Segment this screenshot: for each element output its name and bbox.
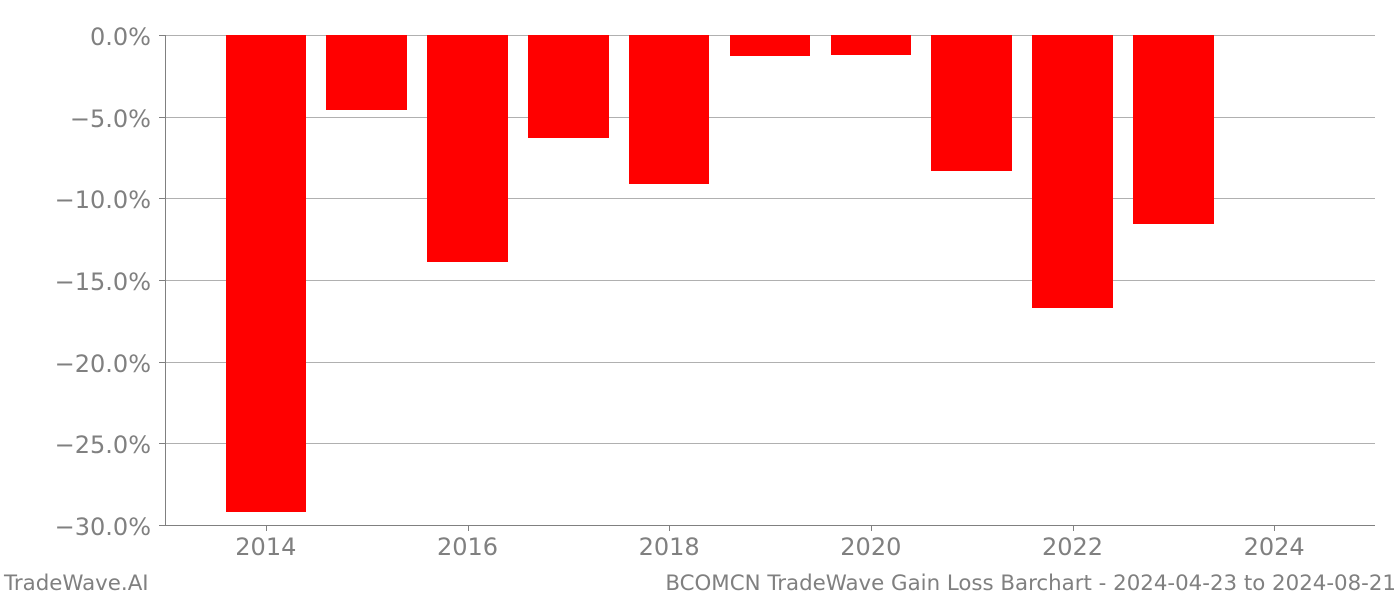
x-tick-label: 2014 <box>226 533 306 561</box>
x-tick-mark <box>1274 525 1275 531</box>
x-tick-label: 2022 <box>1033 533 1113 561</box>
footer-right-label: BCOMCN TradeWave Gain Loss Barchart - 20… <box>665 571 1396 596</box>
chart-container: 0.0%−5.0%−10.0%−15.0%−20.0%−25.0%−30.0% … <box>0 0 1400 600</box>
x-tick-mark <box>871 525 872 531</box>
bar <box>1032 35 1113 308</box>
y-axis-line <box>165 35 166 525</box>
bar <box>226 35 307 512</box>
bar <box>831 35 912 55</box>
x-tick-label: 2020 <box>831 533 911 561</box>
x-tick-mark <box>1073 525 1074 531</box>
gridline <box>165 280 1375 281</box>
plot-area <box>165 35 1375 525</box>
bar <box>730 35 811 56</box>
x-tick-mark <box>669 525 670 531</box>
x-tick-label: 2016 <box>428 533 508 561</box>
x-tick-mark <box>468 525 469 531</box>
bar <box>427 35 508 262</box>
y-tick-label: −5.0% <box>0 105 151 133</box>
bar <box>629 35 710 184</box>
y-tick-label: −20.0% <box>0 350 151 378</box>
x-tick-label: 2018 <box>629 533 709 561</box>
y-tick-label: 0.0% <box>0 23 151 51</box>
footer-left-label: TradeWave.AI <box>4 571 149 596</box>
x-axis-line <box>165 525 1375 526</box>
x-tick-mark <box>266 525 267 531</box>
bar <box>931 35 1012 171</box>
y-tick-label: −15.0% <box>0 268 151 296</box>
gridline <box>165 443 1375 444</box>
y-tick-label: −25.0% <box>0 431 151 459</box>
bar <box>1133 35 1214 224</box>
bar <box>528 35 609 138</box>
gridline <box>165 362 1375 363</box>
y-tick-label: −10.0% <box>0 186 151 214</box>
bar <box>326 35 407 110</box>
y-tick-label: −30.0% <box>0 513 151 541</box>
x-tick-label: 2024 <box>1234 533 1314 561</box>
